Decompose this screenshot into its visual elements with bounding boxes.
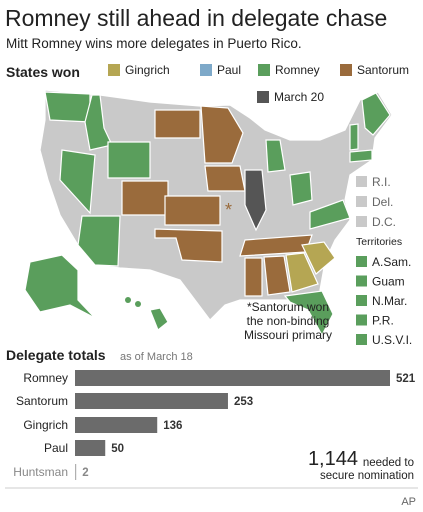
bar [75, 370, 390, 386]
value-label: 521 [396, 373, 416, 385]
legend-swatch [200, 64, 212, 76]
territory-label: A.Sam. [372, 255, 411, 269]
chart-title: Delegate totals [6, 347, 106, 363]
map-heading: States won [6, 64, 80, 80]
title: Romney still ahead in delegate chase [5, 5, 387, 31]
territory-swatch [356, 334, 367, 345]
bar [75, 440, 106, 456]
state [149, 307, 169, 331]
legend-label: Santorum [357, 63, 409, 77]
state [244, 257, 263, 297]
state [121, 180, 169, 216]
state [200, 105, 244, 164]
legend-swatch [257, 91, 269, 103]
state [265, 139, 286, 173]
state [301, 241, 336, 275]
bar-chart: Romney 521 Santorum 253 Gingrich 136 Paul 50 Hun… [13, 370, 416, 480]
legend-label: March 20 [274, 90, 324, 104]
state [164, 195, 221, 226]
legend-label: Gingrich [125, 63, 170, 77]
state [309, 199, 351, 230]
map-marker: * [225, 200, 232, 220]
state [125, 297, 131, 303]
legend-swatch [340, 64, 352, 76]
bar [75, 417, 158, 433]
territory-swatch [356, 256, 367, 267]
category-label: Santorum [16, 394, 68, 408]
state [285, 252, 319, 293]
small-state-label: D.C. [372, 215, 396, 229]
state [59, 149, 96, 215]
category-label: Huntsman [13, 465, 68, 479]
state [24, 254, 96, 319]
annotation-text: needed to [363, 457, 414, 469]
territory-swatch [356, 295, 367, 306]
state [77, 215, 121, 267]
value-label: 50 [111, 443, 124, 455]
territory-label: P.R. [372, 314, 394, 328]
map-note: Missouri primary [244, 328, 332, 342]
territory-label: Guam [372, 275, 405, 289]
legend-label: Romney [275, 63, 320, 77]
legend-label: Paul [217, 63, 241, 77]
annotation-number: 1,144 [308, 448, 358, 470]
state [244, 169, 267, 232]
territory-swatch [356, 314, 367, 326]
category-label: Gingrich [23, 418, 68, 432]
state [204, 165, 246, 192]
credit: AP [401, 496, 416, 508]
side-legend: R.I. Del. D.C. Territories A.Sam. Guam N.Mar. P… [356, 175, 412, 347]
small-state-label: R.I. [372, 175, 391, 189]
state [289, 171, 313, 206]
territory-label: N.Mar. [372, 294, 407, 308]
legend-swatch [108, 64, 120, 76]
territory-swatch [356, 275, 367, 287]
small-state-swatch [356, 176, 367, 187]
map-note: *Santorum won [247, 300, 329, 314]
category-label: Romney [23, 371, 68, 385]
subtitle: Mitt Romney wins more delegates in Puert… [6, 36, 302, 51]
legend-swatch [258, 64, 270, 76]
small-state-swatch [356, 196, 367, 207]
state [283, 290, 334, 337]
state [349, 123, 359, 151]
legend: Gingrich Paul Romney Santorum March 20 [108, 63, 409, 104]
bar [75, 393, 228, 409]
state [361, 92, 391, 136]
state [154, 228, 223, 263]
small-state-swatch [356, 216, 367, 227]
territory-label: U.S.V.I. [372, 333, 412, 347]
territories-heading: Territories [356, 236, 402, 248]
chart-subtitle: as of March 18 [120, 351, 193, 363]
bar [75, 464, 77, 480]
state [44, 91, 91, 123]
value-label: 253 [234, 396, 253, 408]
map-note: the non-binding [247, 314, 330, 328]
annotation-text: secure nomination [320, 470, 414, 482]
us-map: * [24, 89, 393, 337]
state [135, 301, 141, 307]
small-state-label: Del. [372, 195, 393, 209]
value-label: 2 [82, 467, 88, 479]
state [263, 255, 291, 296]
state [349, 149, 373, 163]
state [154, 109, 201, 139]
category-label: Paul [44, 441, 68, 455]
value-label: 136 [163, 420, 182, 432]
state [107, 141, 151, 179]
